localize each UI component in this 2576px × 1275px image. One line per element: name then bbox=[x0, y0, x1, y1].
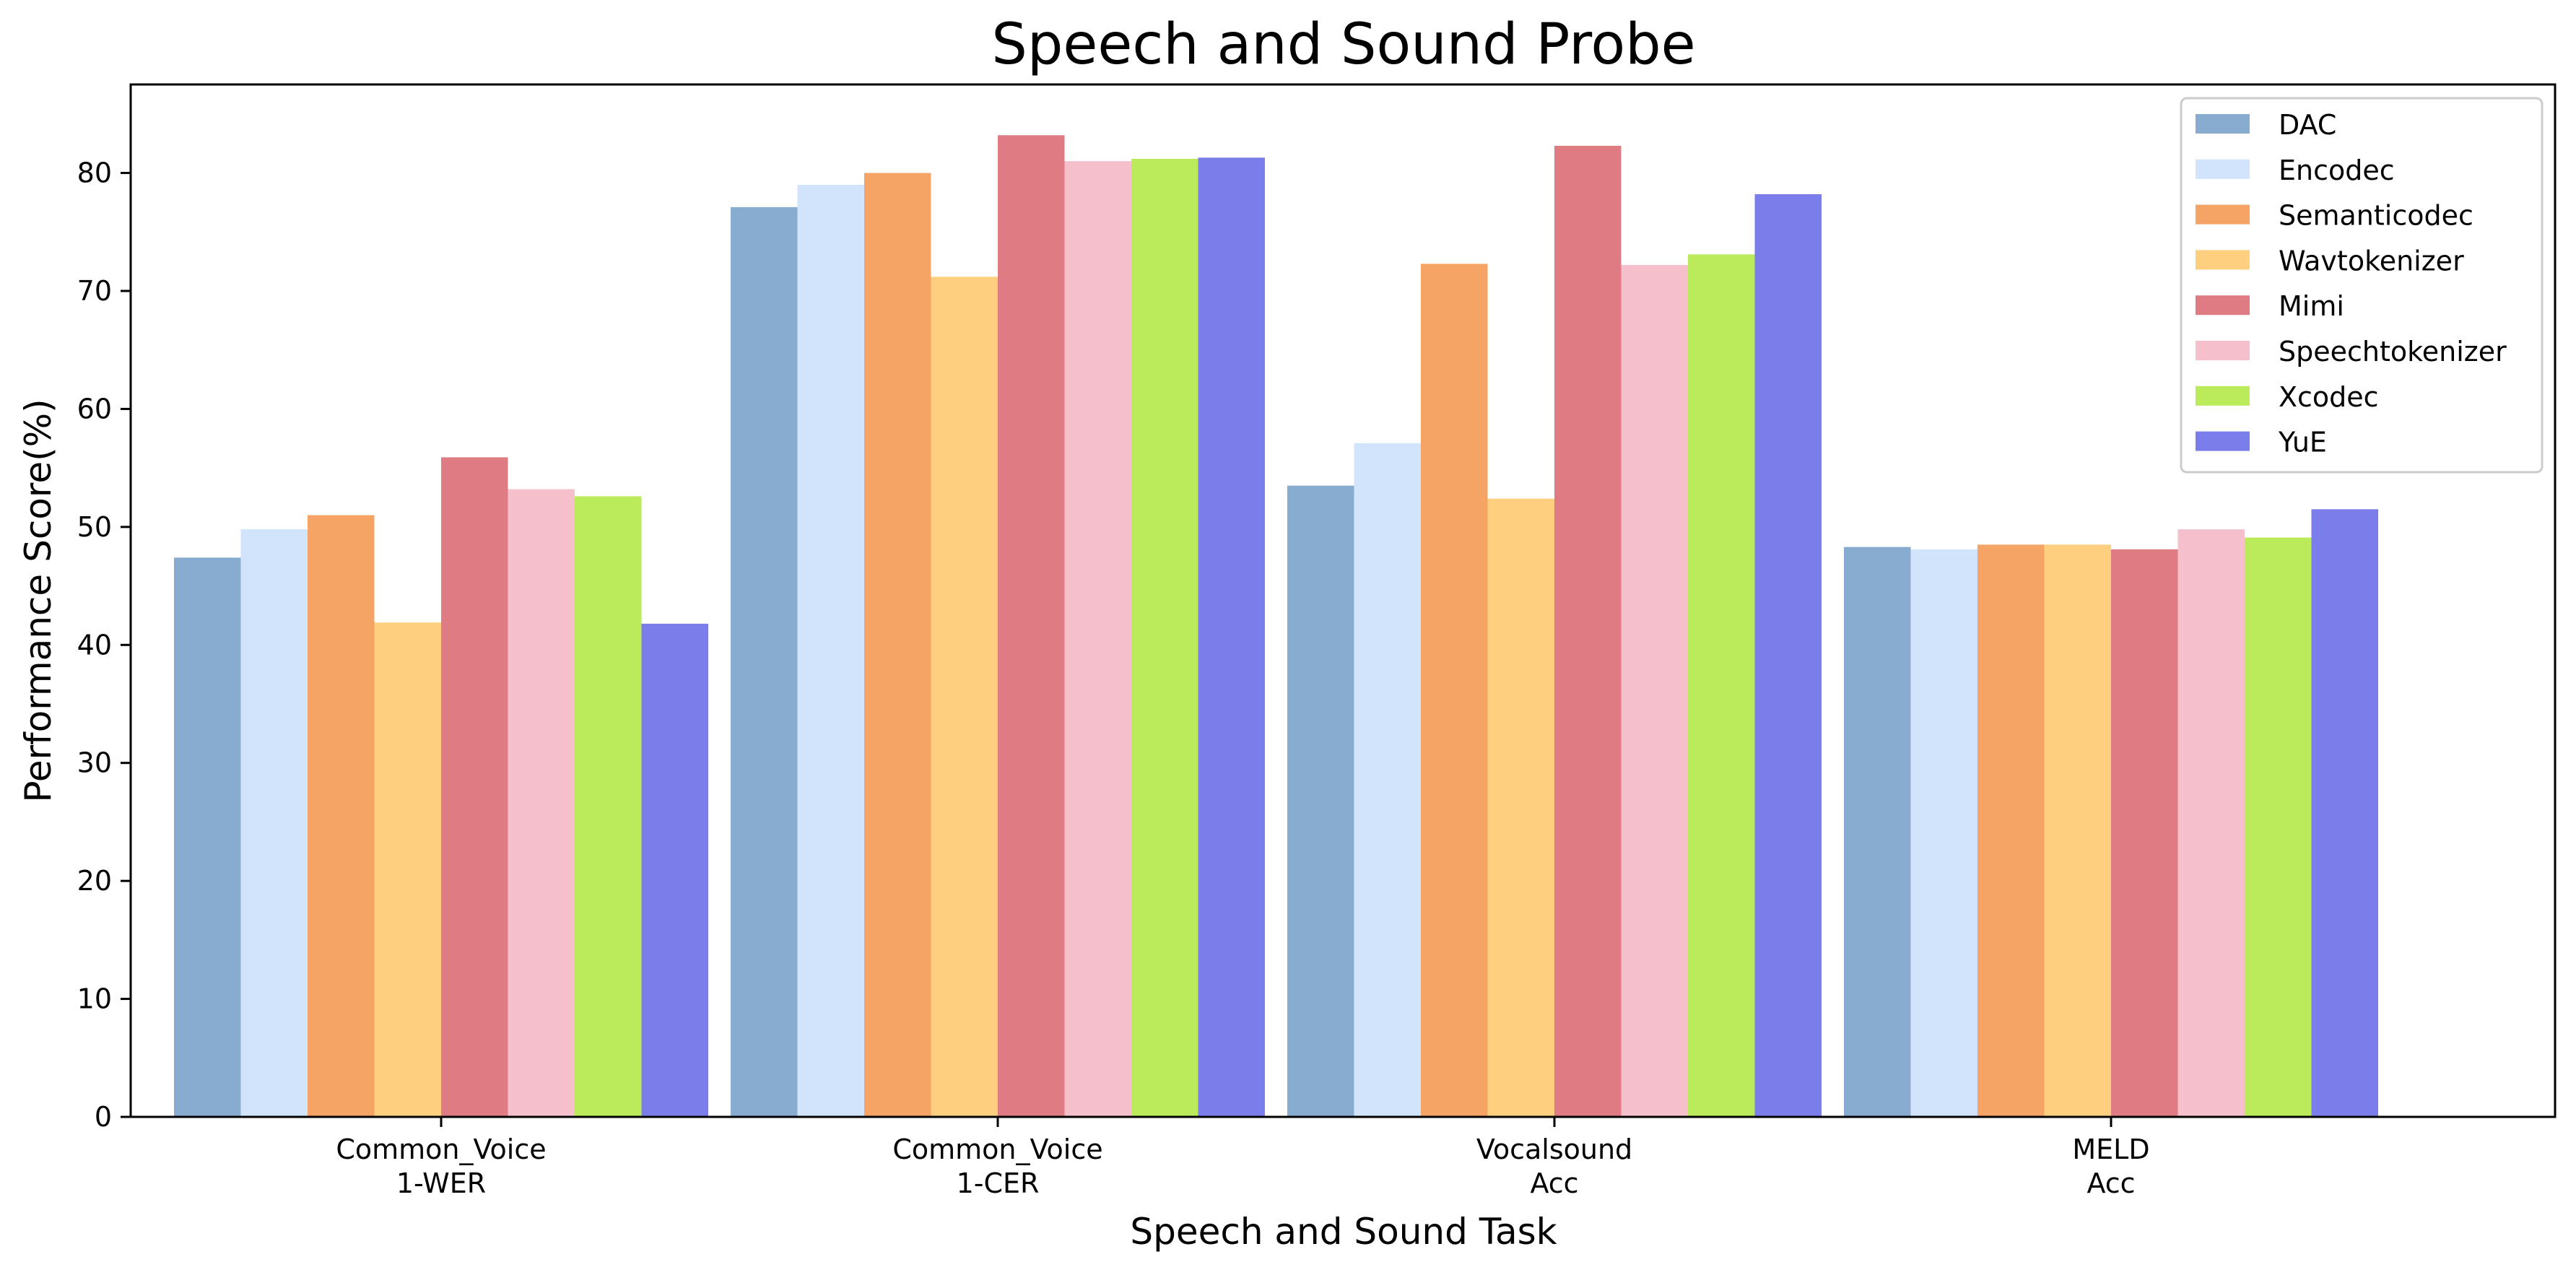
bar-xcodec-1 bbox=[1131, 158, 1198, 1118]
legend-swatch-semanticodec bbox=[2196, 204, 2250, 225]
chart-title: Speech and Sound Probe bbox=[991, 12, 1695, 77]
x-tick-label: Common_Voice bbox=[336, 1133, 546, 1165]
bar-xcodec-3 bbox=[2245, 537, 2312, 1117]
x-tick-label: Common_Voice bbox=[892, 1133, 1102, 1165]
bar-yue-2 bbox=[1754, 193, 1822, 1118]
legend-swatch-dac bbox=[2196, 114, 2250, 134]
legend-label-xcodec: Xcodec bbox=[2279, 381, 2379, 413]
y-axis-ticks: 0 10 20 30 40 50 60 70 80 bbox=[77, 157, 131, 1133]
y-tick-label: 70 bbox=[77, 275, 112, 307]
bar-encodec-2 bbox=[1354, 443, 1421, 1117]
bars bbox=[174, 135, 2378, 1118]
bar-semanticodec-2 bbox=[1421, 264, 1488, 1118]
legend-swatch-wavtokenizer bbox=[2196, 250, 2250, 270]
bar-semanticodec-0 bbox=[308, 515, 375, 1117]
bar-speechtokenizer-0 bbox=[508, 489, 575, 1117]
bar-speechtokenizer-3 bbox=[2177, 529, 2245, 1117]
legend-frame bbox=[2180, 97, 2544, 474]
bar-mimi-0 bbox=[441, 457, 508, 1117]
y-tick-label: 30 bbox=[77, 747, 112, 779]
bar-encodec-0 bbox=[240, 529, 308, 1117]
bar-encodec-1 bbox=[797, 184, 864, 1117]
y-tick-label: 10 bbox=[77, 983, 112, 1015]
bar-dac-2 bbox=[1287, 485, 1354, 1117]
legend-label-yue: YuE bbox=[2278, 427, 2327, 458]
y-tick-label: 20 bbox=[77, 865, 112, 897]
bar-dac-1 bbox=[731, 206, 798, 1118]
bar-dac-3 bbox=[1844, 547, 1911, 1117]
legend: DAC Encodec Semanticodec Wavtokenizer Mimi Sp… bbox=[2180, 97, 2544, 474]
bar-speechtokenizer-2 bbox=[1621, 265, 1688, 1118]
y-tick-label: 40 bbox=[77, 629, 112, 661]
x-tick-label: 1-WER bbox=[396, 1167, 486, 1199]
legend-label-mimi: Mimi bbox=[2279, 290, 2344, 322]
x-axis-label: Speech and Sound Task bbox=[1130, 1211, 1557, 1253]
legend-label-dac: DAC bbox=[2279, 109, 2336, 141]
bar-semanticodec-1 bbox=[864, 173, 931, 1118]
bar-xcodec-2 bbox=[1688, 254, 1755, 1117]
legend-label-semanticodec: Semanticodec bbox=[2279, 200, 2473, 232]
bar-wavtokenizer-0 bbox=[374, 622, 441, 1117]
legend-swatch-encodec bbox=[2196, 159, 2250, 179]
bar-speechtokenizer-1 bbox=[1064, 161, 1131, 1118]
x-tick-label: 1-CER bbox=[957, 1167, 1040, 1199]
bar-yue-1 bbox=[1198, 157, 1265, 1118]
bar-mimi-3 bbox=[2111, 549, 2178, 1117]
x-tick-label: Acc bbox=[1530, 1167, 1578, 1199]
bar-encodec-3 bbox=[1910, 549, 1977, 1117]
bar-wavtokenizer-1 bbox=[931, 277, 998, 1118]
bar-yue-3 bbox=[2311, 509, 2378, 1117]
bar-mimi-1 bbox=[998, 135, 1065, 1117]
x-axis-ticks: Common_Voice1-WERCommon_Voice1-CERVocals… bbox=[336, 1117, 2150, 1199]
bar-mimi-2 bbox=[1554, 145, 1622, 1117]
bar-wavtokenizer-3 bbox=[2044, 544, 2111, 1117]
legend-swatch-yue bbox=[2196, 431, 2250, 451]
y-tick-label: 50 bbox=[77, 511, 112, 543]
x-tick-label: MELD bbox=[2072, 1133, 2149, 1165]
legend-label-encodec: Encodec bbox=[2279, 155, 2395, 186]
x-tick-label: Vocalsound bbox=[1476, 1133, 1632, 1165]
bar-semanticodec-3 bbox=[1977, 544, 2045, 1117]
x-tick-label: Acc bbox=[2087, 1167, 2135, 1199]
legend-label-wavtokenizer: Wavtokenizer bbox=[2279, 245, 2464, 277]
bar-dac-0 bbox=[174, 557, 241, 1117]
bar-xcodec-0 bbox=[575, 496, 642, 1117]
bar-yue-0 bbox=[641, 623, 708, 1117]
y-tick-label: 80 bbox=[77, 157, 112, 189]
y-axis-label: Performance Score(%) bbox=[17, 399, 59, 802]
legend-swatch-speechtokenizer bbox=[2196, 341, 2250, 360]
y-tick-label: 60 bbox=[77, 393, 112, 425]
legend-label-speechtokenizer: Speechtokenizer bbox=[2279, 336, 2507, 367]
y-tick-label: 0 bbox=[95, 1101, 112, 1133]
legend-swatch-mimi bbox=[2196, 295, 2250, 316]
plot-frame bbox=[129, 83, 2557, 1118]
bar-wavtokenizer-2 bbox=[1487, 498, 1554, 1117]
legend-swatch-xcodec bbox=[2196, 386, 2250, 406]
